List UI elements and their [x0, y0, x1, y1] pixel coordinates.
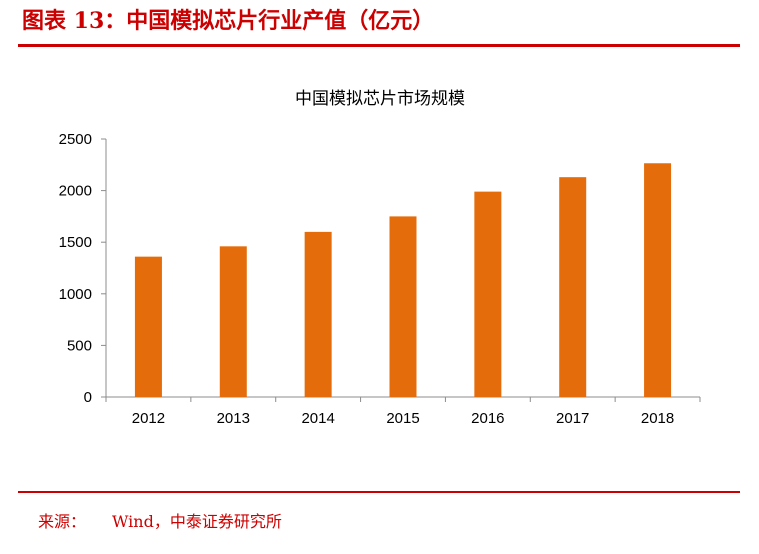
bar-2016	[474, 191, 502, 397]
title-divider	[18, 44, 740, 47]
y-tick-label: 2000	[59, 183, 92, 200]
x-tick-label: 2018	[641, 410, 674, 427]
bar-2013	[219, 246, 247, 397]
figure-title: 图表 13：中国模拟芯片行业产值（亿元）	[22, 8, 435, 34]
chart-title: 中国模拟芯片市场规模	[295, 89, 465, 108]
x-tick-label: 2012	[132, 410, 165, 427]
bar-2017	[559, 177, 587, 397]
y-tick-label: 500	[67, 337, 92, 354]
x-tick-label: 2016	[471, 410, 504, 427]
source-text: Wind，中泰证券研究所	[112, 512, 282, 531]
source-note: 来源： Wind，中泰证券研究所	[38, 510, 282, 534]
bar-2012	[134, 256, 162, 397]
y-tick-label: 2500	[59, 131, 92, 148]
bar-chart: 中国模拟芯片市场规模 0 500 1000 1500 2000 2500 2012 2013 2…	[59, 89, 701, 427]
x-tick-label: 2014	[301, 410, 334, 427]
source-divider	[18, 491, 740, 493]
x-tick-label: 2013	[217, 410, 250, 427]
x-tick-label: 2017	[556, 410, 589, 427]
chart-container: 中国模拟芯片市场规模 0 500 1000 1500 2000 2500 2012 2013 2…	[0, 60, 759, 470]
y-tick-label: 1000	[59, 286, 92, 303]
y-tick-label: 0	[84, 389, 92, 406]
x-tick-label: 2015	[386, 410, 419, 427]
bar-2018	[644, 163, 672, 397]
y-tick-label: 1500	[59, 234, 92, 251]
bar-2014	[304, 231, 332, 397]
bar-2015	[389, 216, 417, 397]
source-label: 来源：	[38, 512, 87, 531]
